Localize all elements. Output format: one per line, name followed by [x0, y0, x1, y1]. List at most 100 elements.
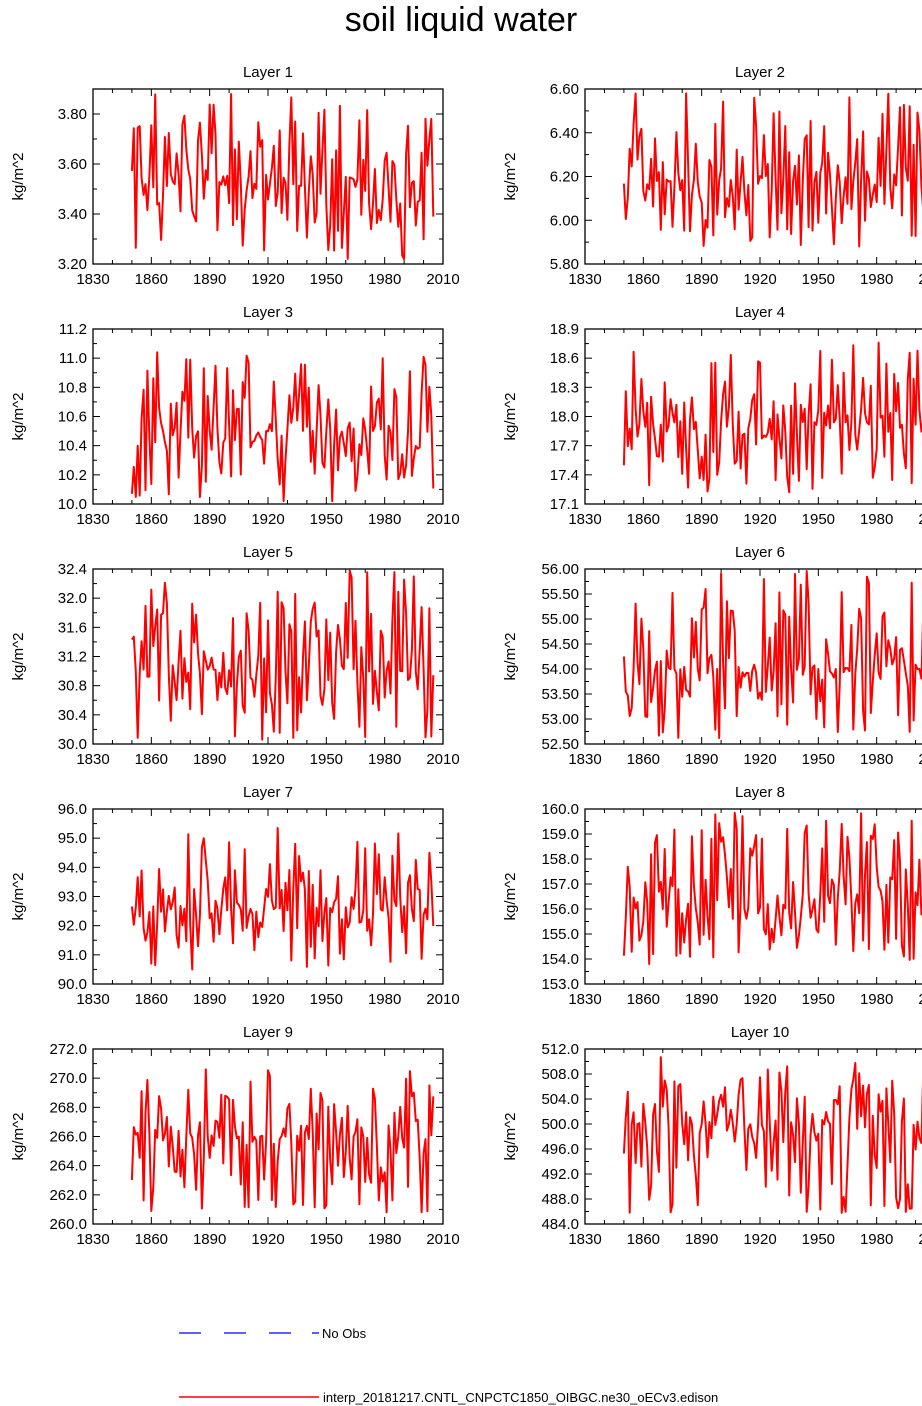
y-tick-label: 18.6: [550, 350, 579, 367]
y-tick-label: 6.20: [550, 169, 579, 186]
x-tick-label: 1830: [568, 271, 601, 288]
y-tick-label: 500.0: [541, 1116, 579, 1133]
model-series-line: [622, 570, 922, 739]
y-tick-label: 17.4: [550, 467, 579, 484]
y-tick-label: 18.9: [550, 321, 579, 338]
x-tick-label: 1980: [860, 751, 893, 768]
y-tick-label: 53.50: [541, 686, 579, 703]
y-tick-label: 504.0: [541, 1091, 579, 1108]
model-series-line: [622, 811, 922, 965]
x-tick-label: 2010: [918, 511, 922, 528]
y-tick-label: 153.0: [541, 976, 579, 993]
panel-3: Layer 3 kg/m^2 1830 1860 1890 1920 1950 1980 201…: [10, 304, 460, 528]
x-tick-label: 1920: [251, 1231, 284, 1248]
panel-title: Layer 1: [243, 64, 293, 81]
y-tick-label: 55.50: [541, 586, 579, 603]
x-tick-label: 1950: [310, 271, 343, 288]
model-series-line: [622, 1056, 922, 1214]
x-tick-label: 1920: [251, 751, 284, 768]
y-tick-label: 10.6: [58, 409, 87, 426]
y-tick-label: 18.3: [550, 379, 579, 396]
x-tick-label: 1920: [251, 271, 284, 288]
y-tick-label: 270.0: [49, 1070, 87, 1087]
model-series-line: [622, 341, 922, 494]
y-tick-label: 92.0: [58, 918, 87, 935]
panel-title: Layer 9: [243, 1024, 293, 1041]
panel-2: Layer 2 kg/m^2 1830 1860 1890 1920 1950 1980 201…: [502, 64, 922, 288]
panel-8: Layer 8 kg/m^2 1830 1860 1890 1920 1950 1980 201…: [502, 784, 922, 1008]
model-series-line: [131, 569, 435, 741]
panel-5: Layer 5 kg/m^2 1830 1860 1890 1920 1950 1980 201…: [10, 544, 460, 768]
x-tick-label: 1980: [368, 271, 401, 288]
x-tick-label: 1860: [135, 1231, 168, 1248]
x-tick-label: 1980: [860, 991, 893, 1008]
y-tick-label: 6.00: [550, 212, 579, 229]
x-tick-label: 1950: [310, 511, 343, 528]
x-tick-label: 1860: [135, 751, 168, 768]
y-tick-label: 30.4: [58, 707, 87, 724]
panel-7: Layer 7 kg/m^2 1830 1860 1890 1920 1950 1980 201…: [10, 784, 460, 1008]
x-tick-label: 1950: [310, 751, 343, 768]
x-tick-label: 1950: [802, 271, 835, 288]
y-tick-label: 17.1: [550, 496, 579, 513]
y-tick-label: 30.0: [58, 736, 87, 753]
y-tick-label: 3.40: [58, 206, 87, 223]
y-axis-label: kg/m^2: [10, 393, 27, 441]
x-tick-label: 1920: [743, 271, 776, 288]
panel-4: Layer 4 kg/m^2 1830 1860 1890 1920 1950 1980 201…: [502, 304, 922, 528]
x-tick-label: 1890: [193, 511, 226, 528]
panel-6: Layer 6 kg/m^2 1830 1860 1890 1920 1950 1980 201…: [502, 544, 922, 768]
model-series-line: [130, 1068, 435, 1214]
x-tick-label: 1950: [310, 1231, 343, 1248]
y-tick-label: 3.20: [58, 256, 87, 273]
x-tick-label: 1830: [76, 1231, 109, 1248]
y-tick-label: 3.60: [58, 156, 87, 173]
x-tick-label: 1950: [802, 991, 835, 1008]
y-tick-label: 94.0: [58, 859, 87, 876]
x-tick-label: 1920: [251, 511, 284, 528]
panel-title: Layer 5: [243, 544, 293, 561]
y-tick-label: 96.0: [58, 801, 87, 818]
x-tick-label: 1980: [368, 1231, 401, 1248]
figure-title: soil liquid water: [344, 1, 578, 39]
x-tick-label: 1890: [685, 271, 718, 288]
x-tick-label: 1890: [193, 991, 226, 1008]
panel-title: Layer 4: [735, 304, 785, 321]
x-tick-label: 1890: [685, 1231, 718, 1248]
plot-frame: [584, 568, 922, 745]
y-tick-label: 158.0: [541, 851, 579, 868]
y-tick-label: 266.0: [49, 1129, 87, 1146]
x-tick-label: 2010: [426, 271, 459, 288]
y-tick-label: 30.8: [58, 678, 87, 695]
x-tick-label: 1830: [76, 751, 109, 768]
model-series-line: [622, 92, 922, 248]
y-tick-label: 262.0: [49, 1187, 87, 1204]
y-axis-label: kg/m^2: [502, 633, 519, 681]
x-tick-label: 1860: [627, 991, 660, 1008]
x-tick-label: 2010: [426, 511, 459, 528]
x-tick-label: 1830: [76, 991, 109, 1008]
model-legend-label: interp_20181217.CNTL_CNPCTC1850_OIBGC.ne…: [323, 1390, 718, 1405]
y-axis-label: kg/m^2: [502, 153, 519, 201]
x-tick-label: 1980: [368, 751, 401, 768]
x-tick-label: 2010: [426, 751, 459, 768]
y-tick-label: 55.00: [541, 611, 579, 628]
y-tick-label: 156.0: [541, 901, 579, 918]
y-axis-label: kg/m^2: [10, 1113, 27, 1161]
panel-10: Layer 10 kg/m^2 1830 1860 1890 1920 1950 1980 20…: [502, 1024, 922, 1248]
y-tick-label: 496.0: [541, 1141, 579, 1158]
y-tick-label: 159.0: [541, 826, 579, 843]
y-tick-label: 492.0: [541, 1166, 579, 1183]
x-tick-label: 2010: [918, 991, 922, 1008]
x-tick-label: 1860: [135, 511, 168, 528]
y-tick-label: 32.4: [58, 561, 87, 578]
y-tick-label: 160.0: [541, 801, 579, 818]
model-series-line: [130, 827, 435, 971]
x-tick-label: 2010: [918, 1231, 922, 1248]
x-tick-label: 1980: [368, 991, 401, 1008]
x-tick-label: 2010: [918, 751, 922, 768]
panel-title: Layer 2: [735, 64, 785, 81]
x-tick-label: 2010: [426, 1231, 459, 1248]
y-tick-label: 54.00: [541, 661, 579, 678]
y-tick-label: 31.6: [58, 619, 87, 636]
